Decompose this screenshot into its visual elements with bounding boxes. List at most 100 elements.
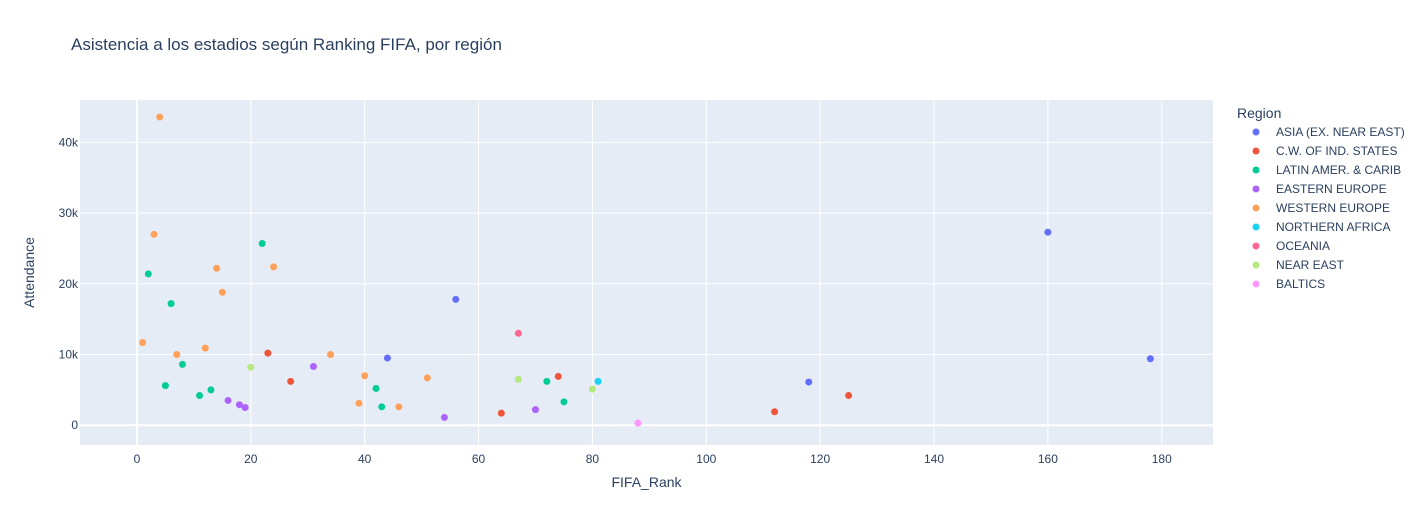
data-point <box>497 409 505 417</box>
data-point <box>440 413 448 421</box>
data-point <box>554 372 562 380</box>
legend-label: OCEANIA <box>1276 239 1330 253</box>
x-tick-label: 60 <box>472 452 486 466</box>
data-point <box>150 230 158 238</box>
data-point <box>361 372 369 380</box>
legend-label: NEAR EAST <box>1276 258 1345 272</box>
data-point <box>514 329 522 337</box>
data-point <box>207 386 215 394</box>
data-point <box>309 363 317 371</box>
y-tick-label: 30k <box>59 206 79 220</box>
y-tick-label: 0 <box>71 418 78 432</box>
plot-area <box>80 100 1213 445</box>
data-point <box>213 264 221 272</box>
legend-item[interactable]: ASIA (EX. NEAR EAST) <box>1252 125 1405 139</box>
legend-item[interactable]: EASTERN EUROPE <box>1252 182 1387 196</box>
x-tick-label: 40 <box>358 452 372 466</box>
y-tick-label: 20k <box>59 277 79 291</box>
data-point <box>144 270 152 278</box>
y-axis-title: Attendance <box>21 237 37 308</box>
x-axis-ticks: 0 20 40 60 80 100 120 140 160 180 <box>134 452 1172 466</box>
x-tick-label: 0 <box>134 452 141 466</box>
data-point <box>241 404 249 412</box>
data-point <box>258 240 266 248</box>
legend-label: LATIN AMER. & CARIB <box>1276 163 1401 177</box>
data-point <box>452 295 460 303</box>
legend-item[interactable]: NORTHERN AFRICA <box>1252 220 1391 234</box>
legend-marker <box>1252 128 1260 136</box>
legend-marker <box>1252 261 1260 269</box>
data-point <box>383 354 391 362</box>
data-point <box>634 419 642 427</box>
data-point <box>167 300 175 308</box>
data-point <box>201 344 209 352</box>
x-tick-label: 20 <box>244 452 258 466</box>
legend-marker <box>1252 242 1260 250</box>
data-point <box>235 401 243 409</box>
legend-label: ASIA (EX. NEAR EAST) <box>1276 125 1405 139</box>
data-point <box>1146 355 1154 363</box>
data-point <box>196 392 204 400</box>
data-point <box>1044 228 1052 236</box>
data-point <box>224 396 232 404</box>
data-point <box>173 351 181 359</box>
data-point <box>161 382 169 390</box>
data-point <box>264 349 272 357</box>
legend-marker <box>1252 185 1260 193</box>
legend-marker <box>1252 147 1260 155</box>
data-point <box>805 378 813 386</box>
legend-item[interactable]: LATIN AMER. & CARIB <box>1252 163 1402 177</box>
data-point <box>543 377 551 385</box>
data-point <box>771 408 779 416</box>
legend: Region ASIA (EX. NEAR EAST) C.W. OF IND. … <box>1237 105 1405 291</box>
legend-item[interactable]: BALTICS <box>1252 277 1326 291</box>
data-point <box>588 385 596 393</box>
legend-label: C.W. OF IND. STATES <box>1276 144 1398 158</box>
legend-label: NORTHERN AFRICA <box>1276 220 1390 234</box>
x-tick-label: 160 <box>1038 452 1058 466</box>
legend-label: BALTICS <box>1276 277 1325 291</box>
data-point <box>247 363 255 371</box>
legend-item[interactable]: WESTERN EUROPE <box>1252 201 1391 215</box>
x-tick-label: 80 <box>586 452 600 466</box>
legend-marker <box>1252 280 1260 288</box>
legend-marker <box>1252 204 1260 212</box>
x-axis-title: FIFA_Rank <box>611 474 682 490</box>
data-point <box>845 392 853 400</box>
x-tick-label: 140 <box>924 452 944 466</box>
legend-title: Region <box>1237 105 1281 121</box>
legend-label: WESTERN EUROPE <box>1276 201 1390 215</box>
data-point <box>594 377 602 385</box>
data-point <box>372 384 380 392</box>
y-tick-label: 10k <box>59 348 79 362</box>
data-point <box>287 377 295 385</box>
data-point <box>178 360 186 368</box>
data-point <box>531 406 539 414</box>
data-point <box>218 288 226 296</box>
data-point <box>514 375 522 383</box>
legend-marker <box>1252 166 1260 174</box>
legend-item[interactable]: C.W. OF IND. STATES <box>1252 144 1398 158</box>
y-axis-ticks: 0 10k 20k 30k 40k <box>59 135 79 432</box>
data-point <box>156 113 164 121</box>
data-points <box>139 113 1154 427</box>
legend-marker <box>1252 223 1260 231</box>
y-tick-label: 40k <box>59 135 79 149</box>
x-tick-label: 120 <box>810 452 830 466</box>
x-tick-label: 180 <box>1152 452 1172 466</box>
x-gridlines <box>135 100 1163 445</box>
data-point <box>560 398 568 406</box>
chart-title: Asistencia a los estadios según Ranking … <box>71 35 502 54</box>
data-point <box>270 263 278 271</box>
data-point <box>139 338 147 346</box>
legend-item[interactable]: NEAR EAST <box>1252 258 1345 272</box>
legend-item[interactable]: OCEANIA <box>1252 239 1331 253</box>
data-point <box>355 399 363 407</box>
x-tick-label: 100 <box>696 452 716 466</box>
data-point <box>378 403 386 411</box>
data-point <box>395 403 403 411</box>
legend-label: EASTERN EUROPE <box>1276 182 1387 196</box>
data-point <box>423 374 431 382</box>
data-point <box>327 351 335 359</box>
